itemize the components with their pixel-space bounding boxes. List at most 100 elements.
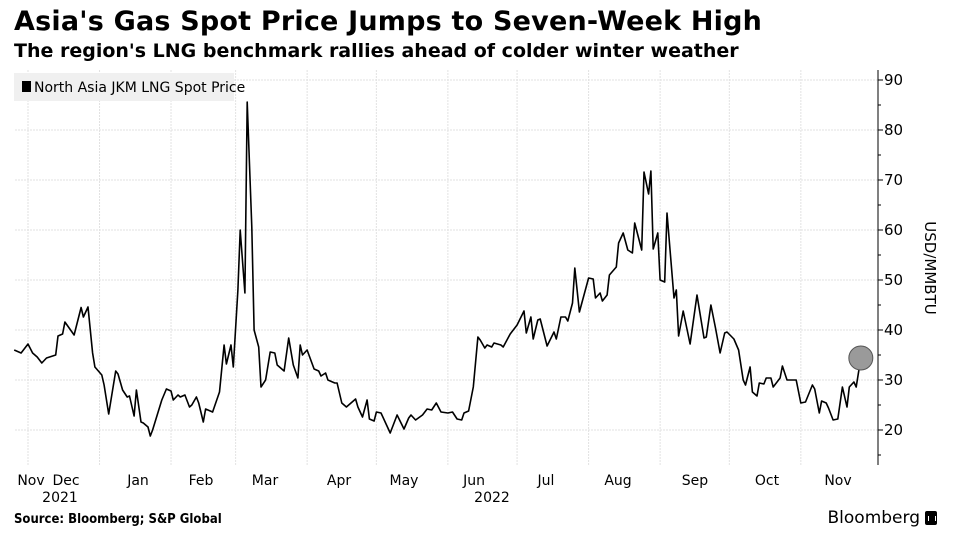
data-point xyxy=(682,310,684,312)
y-tick-label: 50 xyxy=(884,271,903,289)
y-tick-label: 80 xyxy=(884,121,903,139)
data-point xyxy=(772,386,774,388)
data-point xyxy=(759,382,761,384)
latest-value-marker xyxy=(848,345,874,371)
data-point xyxy=(276,364,278,366)
data-point xyxy=(539,318,541,320)
chart-title: Asia's Gas Spot Price Jumps to Seven-Wee… xyxy=(14,6,763,37)
data-point xyxy=(396,414,398,416)
data-point xyxy=(726,331,728,333)
data-point xyxy=(602,300,604,302)
data-point xyxy=(715,327,717,329)
data-point xyxy=(13,349,15,351)
data-point xyxy=(546,345,548,347)
source-note: Source: Bloomberg; S&P Global xyxy=(14,512,222,527)
data-point xyxy=(336,382,338,384)
data-point xyxy=(366,399,368,401)
x-tick-label: Mar xyxy=(252,473,279,489)
data-point xyxy=(191,404,193,406)
data-point xyxy=(260,386,262,388)
data-point xyxy=(592,278,594,280)
data-point xyxy=(269,351,271,353)
data-point xyxy=(479,339,481,341)
data-point xyxy=(408,417,410,419)
data-point xyxy=(346,406,348,408)
data-point xyxy=(742,379,744,381)
data-point xyxy=(486,344,488,346)
data-point xyxy=(622,232,624,234)
data-point xyxy=(472,386,474,388)
data-point xyxy=(223,344,225,346)
data-point xyxy=(461,419,463,421)
data-point xyxy=(179,396,181,398)
data-point xyxy=(643,171,645,173)
data-point xyxy=(108,413,110,415)
data-point xyxy=(765,377,767,379)
data-point xyxy=(523,310,525,312)
data-point xyxy=(415,419,417,421)
data-point xyxy=(553,331,555,333)
data-point xyxy=(64,321,66,323)
data-point xyxy=(122,389,124,391)
x-tick-label: Apr xyxy=(327,473,351,489)
data-point xyxy=(288,337,290,339)
data-point xyxy=(219,391,221,393)
legend-label: North Asia JKM LNG Spot Price xyxy=(34,80,245,96)
data-point xyxy=(205,408,207,410)
data-point xyxy=(55,354,57,356)
data-point xyxy=(115,370,117,372)
data-point xyxy=(786,379,788,381)
data-point xyxy=(41,362,43,364)
y-tick-label: 30 xyxy=(884,371,903,389)
data-point xyxy=(350,402,352,404)
data-point xyxy=(738,349,740,351)
data-point xyxy=(133,415,135,417)
data-point xyxy=(632,252,634,254)
data-point xyxy=(606,294,608,296)
x-tick-label: Nov xyxy=(824,473,851,489)
data-point xyxy=(805,401,807,403)
data-point xyxy=(814,388,816,390)
data-point xyxy=(440,411,442,413)
data-point xyxy=(212,411,214,413)
data-point xyxy=(318,370,320,372)
data-point xyxy=(452,411,454,413)
brand-name: Bloomberg xyxy=(827,508,920,528)
data-point xyxy=(246,101,248,103)
data-point xyxy=(532,338,534,340)
data-point xyxy=(327,379,329,381)
data-point xyxy=(832,419,834,421)
data-point xyxy=(484,347,486,349)
data-point xyxy=(500,344,502,346)
data-point xyxy=(609,274,611,276)
data-point xyxy=(369,418,371,420)
data-point xyxy=(57,335,59,337)
data-point xyxy=(579,311,581,313)
data-point xyxy=(770,377,772,379)
data-point xyxy=(763,383,765,385)
data-point xyxy=(302,354,304,356)
data-point xyxy=(258,346,260,348)
data-point xyxy=(387,427,389,429)
data-point xyxy=(703,337,705,339)
data-point xyxy=(710,304,712,306)
data-point xyxy=(140,421,142,423)
y-tick-label: 60 xyxy=(884,221,903,239)
data-point xyxy=(752,391,754,393)
data-point xyxy=(198,402,200,404)
data-point xyxy=(196,396,198,398)
data-point xyxy=(842,386,844,388)
data-point xyxy=(341,402,343,404)
y-tick-label: 20 xyxy=(884,421,903,439)
data-point xyxy=(83,316,85,318)
data-point xyxy=(189,406,191,408)
data-point xyxy=(129,395,131,397)
data-point xyxy=(62,333,64,335)
data-point xyxy=(502,346,504,348)
data-point xyxy=(493,342,495,344)
data-point xyxy=(456,418,458,420)
data-point xyxy=(724,332,726,334)
data-point xyxy=(463,412,465,414)
data-point xyxy=(516,324,518,326)
data-point xyxy=(705,336,707,338)
